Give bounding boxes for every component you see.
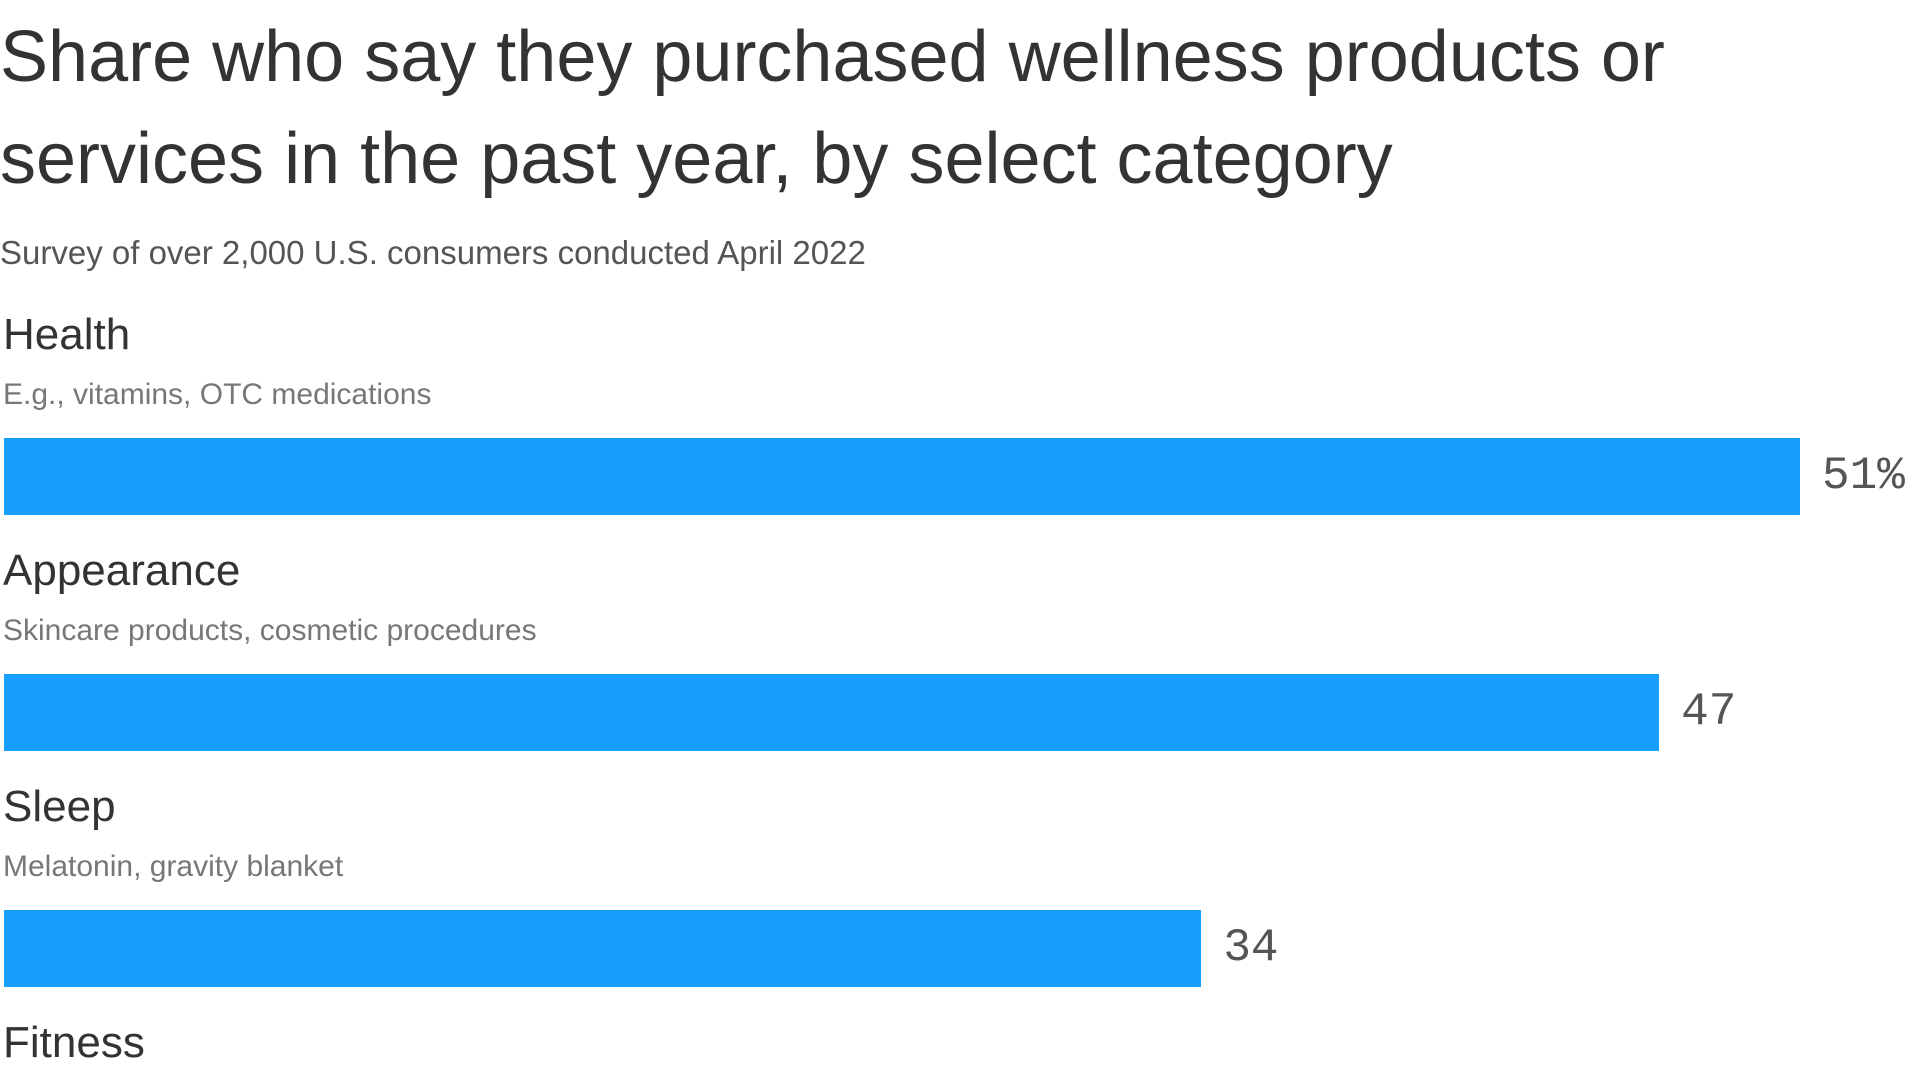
chart-subtitle: Survey of over 2,000 U.S. consumers cond…	[0, 234, 866, 271]
bar	[4, 438, 1800, 515]
category-description: Skincare products, cosmetic procedures	[3, 614, 537, 647]
category-description: E.g., vitamins, OTC medications	[3, 378, 432, 411]
bar	[4, 674, 1660, 751]
category-label: Health	[3, 310, 131, 359]
bar	[4, 910, 1202, 987]
value-label: 47	[1681, 686, 1737, 738]
value-label: 51%	[1822, 450, 1905, 502]
category-label: Fitness	[3, 1018, 145, 1067]
category-label: Appearance	[3, 546, 241, 595]
category-label: Sleep	[3, 782, 116, 831]
chart-title: Share who say they purchased wellness pr…	[0, 17, 1665, 199]
value-label: 34	[1223, 922, 1279, 974]
category-description: Melatonin, gravity blanket	[3, 850, 344, 883]
